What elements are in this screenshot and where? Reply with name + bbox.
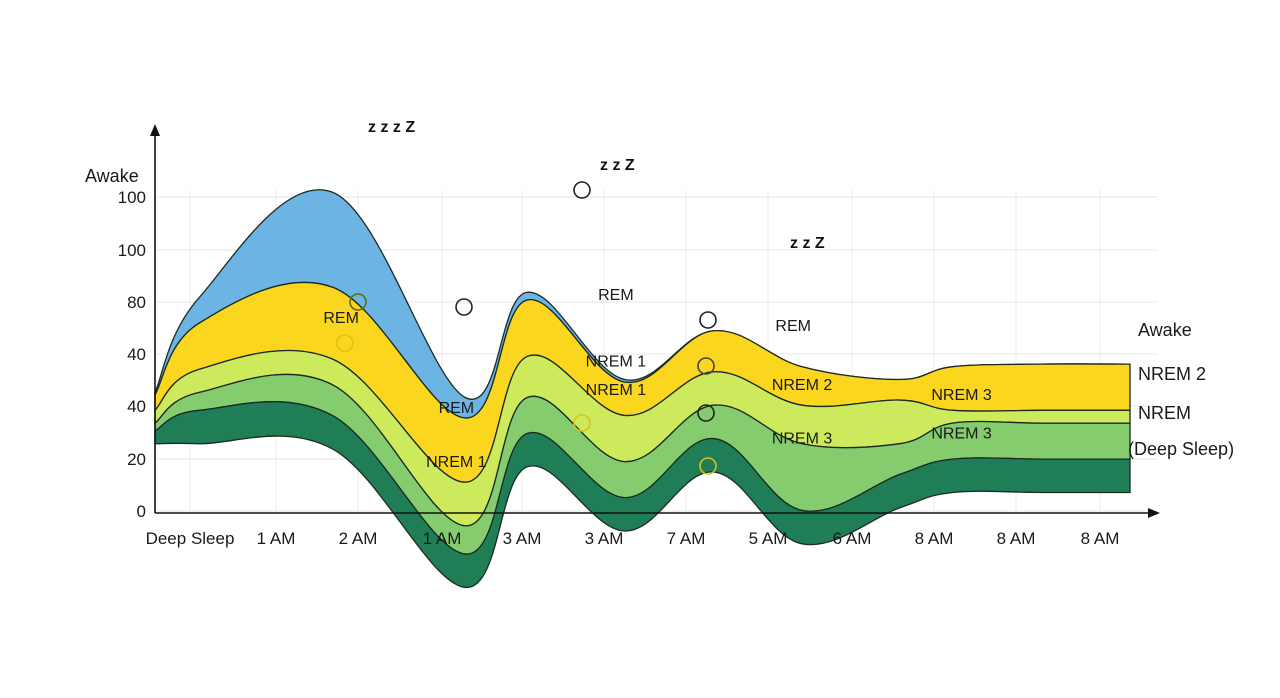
x-tick-label: 3 AM xyxy=(503,529,542,548)
region-label: NREM 2 xyxy=(772,377,833,394)
region-label: REM xyxy=(323,310,359,327)
x-axis-arrow xyxy=(1148,508,1160,518)
y-tick-label: 80 xyxy=(127,293,146,312)
y-tick-label: 40 xyxy=(127,397,146,416)
area-nrem-3 xyxy=(154,401,1131,589)
sleep-face-icon xyxy=(336,334,354,352)
y-tick-label: 40 xyxy=(127,345,146,364)
y-axis-arrow xyxy=(150,124,160,136)
sleep-markers: z z z Z z z Z z z Z xyxy=(368,119,825,252)
x-tick-label: Deep Sleep xyxy=(146,529,235,548)
sleep-face-icon xyxy=(349,293,367,311)
region-label: NREM 3 xyxy=(772,431,833,448)
sleep-face-icon xyxy=(699,311,717,329)
sleep-face-icon xyxy=(573,181,591,199)
x-tick-label: 1 AM xyxy=(423,529,462,548)
legend: Awake NREM 2 NREM (Deep Sleep) xyxy=(1128,320,1234,459)
sleep-face-icon xyxy=(699,457,717,475)
x-tick-label: 5 AM xyxy=(749,529,788,548)
region-label: NREM 3 xyxy=(931,426,992,443)
legend-entry: NREM xyxy=(1138,403,1191,423)
region-label: NREM 1 xyxy=(426,454,487,471)
legend-entry: NREM 2 xyxy=(1138,364,1206,384)
region-label: NREM 3 xyxy=(931,387,992,404)
x-tick-label: 6 AM xyxy=(833,529,872,548)
sleep-icons xyxy=(336,181,717,475)
sleep-face-icon xyxy=(697,404,715,422)
region-label: REM xyxy=(598,287,634,304)
y-tick-label: 100 xyxy=(118,241,146,260)
zzz-marker: z z z Z xyxy=(368,119,415,136)
sleep-face-icon xyxy=(573,414,591,432)
y-tick-label: 20 xyxy=(127,450,146,469)
region-label: REM xyxy=(439,400,475,417)
x-tick-label: 3 AM xyxy=(585,529,624,548)
sleep-face-icon xyxy=(455,298,473,316)
x-tick-label: 1 AM xyxy=(257,529,296,548)
y-tick-label: 100 xyxy=(118,188,146,207)
region-label: NREM 1 xyxy=(586,382,647,399)
legend-entry: (Deep Sleep) xyxy=(1128,439,1234,459)
sleep-face-icon xyxy=(697,357,715,375)
y-axis-label: Awake xyxy=(85,166,139,186)
x-tick-label: 8 AM xyxy=(915,529,954,548)
x-tick-label: 2 AM xyxy=(339,529,378,548)
legend-entry: Awake xyxy=(1138,320,1192,340)
y-tick-label: 0 xyxy=(137,502,146,521)
region-labels: REM REM REM REM NREM 1 NREM 1 NREM 1 NREM 2 NREM… xyxy=(323,287,992,471)
x-tick-label: 8 AM xyxy=(997,529,1036,548)
region-label: REM xyxy=(775,318,811,335)
sleep-stage-areas xyxy=(154,189,1131,589)
x-tick-label: 7 AM xyxy=(667,529,706,548)
zzz-marker: z z Z xyxy=(790,235,825,252)
region-label: NREM 1 xyxy=(586,354,647,371)
zzz-marker: z z Z xyxy=(600,157,635,174)
x-tick-label: 8 AM xyxy=(1081,529,1120,548)
